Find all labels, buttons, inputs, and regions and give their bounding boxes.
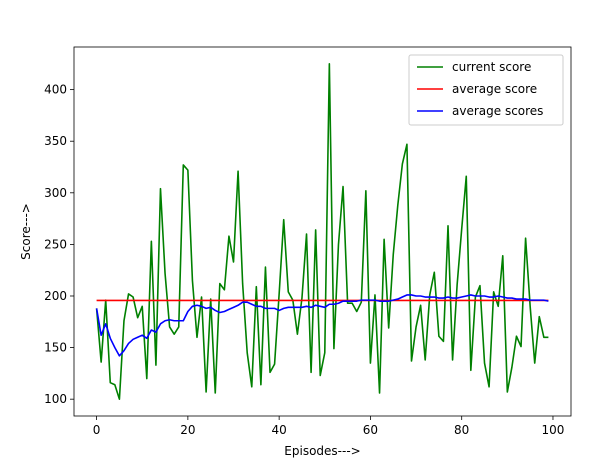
legend-items: current score average score average scores xyxy=(417,60,543,118)
legend-label: current score xyxy=(452,60,531,74)
y-tick-label: 200 xyxy=(44,289,67,303)
y-tick-label: 250 xyxy=(44,237,67,251)
x-tick-label: 80 xyxy=(454,423,469,437)
y-tick-label: 100 xyxy=(44,392,67,406)
series-layer xyxy=(95,63,549,400)
y-tick-label: 300 xyxy=(44,186,67,200)
series-line-average-scores xyxy=(95,294,549,357)
series-line-current-score xyxy=(95,63,549,400)
x-axis: 0 20 40 60 80 100 xyxy=(93,416,565,437)
y-tick-label: 150 xyxy=(44,341,67,355)
y-tick-label: 350 xyxy=(44,134,67,148)
x-tick-label: 20 xyxy=(180,423,195,437)
legend-label: average scores xyxy=(452,104,543,118)
plot-frame xyxy=(73,46,572,417)
x-tick-label: 60 xyxy=(363,423,378,437)
plot-area xyxy=(73,46,572,417)
legend-label: average score xyxy=(452,82,537,96)
x-tick-label: 40 xyxy=(272,423,287,437)
x-tick-label: 0 xyxy=(93,423,101,437)
x-axis-label: Episodes---> xyxy=(284,444,360,458)
y-tick-label: 400 xyxy=(44,83,67,97)
y-axis-label: Score---> xyxy=(19,203,33,260)
legend-box xyxy=(408,54,564,126)
y-axis: 100 150 200 250 300 350 400 xyxy=(44,83,74,406)
legend: current score average score average scores xyxy=(408,54,564,126)
x-tick-label: 100 xyxy=(542,423,565,437)
